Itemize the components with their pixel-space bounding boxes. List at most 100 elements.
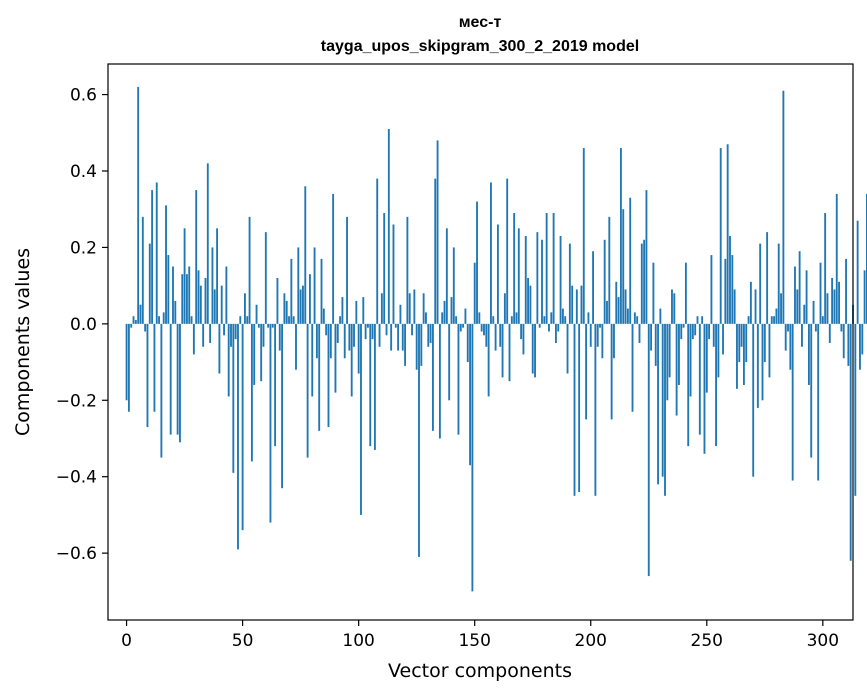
bar (810, 323, 813, 458)
bar (478, 312, 481, 324)
bar (698, 323, 701, 435)
bar (724, 258, 727, 324)
bar (155, 182, 158, 324)
bar (176, 323, 179, 435)
bar (652, 262, 655, 324)
bar (573, 323, 576, 496)
bar (736, 323, 738, 389)
bar (722, 323, 724, 355)
bar (431, 323, 434, 431)
bar (125, 323, 128, 401)
bar (383, 213, 386, 324)
bar (752, 323, 755, 477)
bar (543, 316, 546, 324)
bar (346, 216, 348, 324)
bar (701, 316, 704, 324)
bar (684, 262, 687, 324)
bar (429, 323, 432, 343)
bar (448, 323, 451, 401)
bar (759, 243, 762, 324)
bar (174, 300, 177, 324)
bar (610, 323, 613, 420)
bar (835, 193, 838, 324)
bar (494, 323, 497, 351)
bar (819, 262, 822, 324)
bar (329, 323, 332, 359)
bar (306, 323, 309, 458)
bar (162, 312, 165, 324)
bar (199, 285, 202, 324)
bar (308, 274, 311, 324)
bar (262, 323, 265, 347)
bar (821, 316, 824, 324)
bar (571, 285, 574, 324)
bar (348, 323, 351, 351)
bar (691, 323, 694, 340)
bar (223, 323, 225, 336)
chart-title-line-2: tayga_upos_skipgram_300_2_2019 model (321, 38, 639, 55)
bar (534, 323, 536, 378)
bar (459, 323, 462, 332)
bar (594, 323, 597, 496)
bar (654, 323, 657, 366)
bar (334, 323, 337, 393)
bar (183, 228, 186, 324)
bar (555, 323, 557, 343)
bar (861, 323, 864, 355)
bar (158, 316, 160, 324)
bar (246, 316, 249, 324)
bar (763, 323, 766, 363)
bar (719, 148, 722, 324)
y-tick-label: 0.4 (70, 162, 97, 182)
bar (404, 323, 406, 366)
bar (371, 323, 374, 340)
bar (838, 281, 841, 324)
bar (327, 323, 330, 428)
bar (469, 323, 471, 466)
bar (847, 323, 850, 366)
bar (596, 323, 599, 347)
bar (362, 297, 365, 324)
bar (302, 285, 304, 324)
bar (645, 190, 648, 324)
bar (603, 239, 606, 324)
bar (501, 323, 504, 378)
bar (768, 323, 771, 378)
bar (842, 323, 845, 359)
bar (784, 323, 787, 351)
bar (592, 251, 594, 324)
bar (791, 323, 794, 481)
bar (520, 323, 523, 340)
bar (777, 243, 780, 324)
bar (629, 197, 632, 324)
bar (794, 266, 796, 324)
bar (564, 316, 567, 324)
bar (274, 323, 277, 447)
bar (578, 323, 581, 492)
bar (826, 293, 829, 324)
bar (408, 293, 411, 324)
bar (290, 258, 293, 324)
bar (397, 323, 400, 351)
bar (230, 323, 232, 347)
bar (503, 293, 506, 324)
bar (550, 312, 553, 324)
bar (631, 323, 634, 412)
bar (717, 323, 720, 378)
bar (633, 312, 636, 324)
x-tick-label: 150 (458, 631, 490, 651)
bar (480, 323, 483, 332)
x-tick-label: 200 (575, 631, 607, 651)
bar (831, 277, 834, 324)
bar (849, 323, 852, 561)
bar (167, 255, 170, 324)
bar (237, 323, 239, 550)
bar (545, 213, 548, 324)
bar (127, 323, 130, 412)
bar (548, 323, 550, 332)
bar (369, 323, 372, 447)
x-axis-ticks: 0 50 100 150 200 250 300 (121, 620, 839, 651)
bar (250, 323, 253, 462)
bar (622, 209, 625, 324)
bar (608, 216, 611, 324)
